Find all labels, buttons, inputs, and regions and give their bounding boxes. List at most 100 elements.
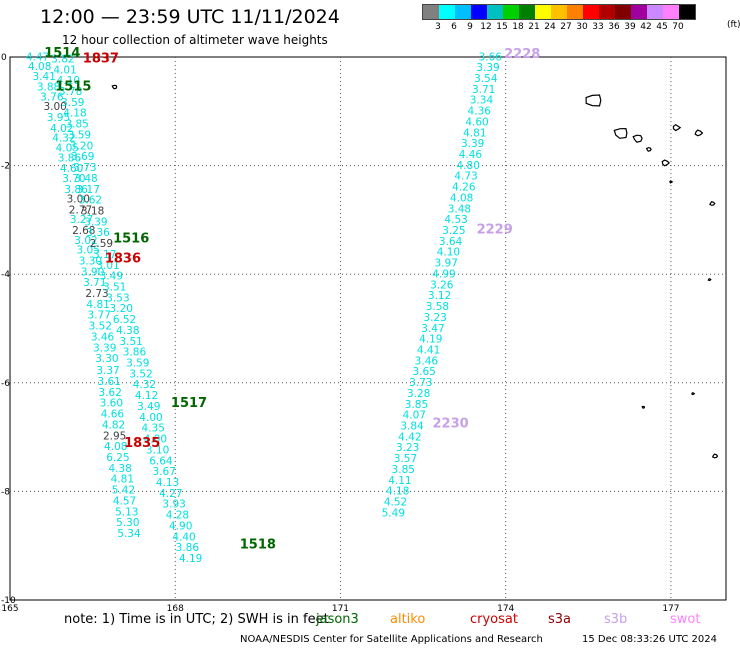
swh-value: 3.12 (428, 290, 451, 302)
swh-value: 4.01 (53, 64, 76, 76)
legend-swatch (503, 5, 519, 19)
swh-value: 3.00 (67, 194, 90, 206)
swh-value: 3.48 (74, 173, 97, 185)
swh-value: 3.53 (106, 292, 129, 304)
legend-swatch (551, 5, 567, 19)
swh-value: 3.97 (435, 258, 458, 270)
swh-value: 6.25 (106, 452, 129, 464)
swh-value: 4.08 (450, 192, 473, 204)
swh-value: 3.52 (129, 368, 152, 380)
lat-tick-label: -4 (1, 270, 10, 280)
swh-value: 3.78 (59, 86, 82, 98)
swh-value: 3.88 (37, 82, 60, 94)
swh-value: 3.30 (79, 255, 102, 267)
swh-value: 4.28 (166, 510, 189, 522)
swh-value: 3.65 (412, 366, 435, 378)
swh-value: 4.05 (56, 142, 79, 154)
island-outline (641, 405, 646, 409)
swh-value: 3.58 (426, 301, 449, 313)
swh-value: 3.10 (146, 444, 169, 456)
swh-value: 3.85 (405, 399, 428, 411)
swh-value: 3.62 (99, 387, 122, 399)
map-title: 12:00 — 23:59 UTC 11/11/2024 (40, 6, 340, 28)
map-subtitle: 12 hour collection of altimeter wave hei… (62, 33, 328, 47)
legend-label: 33 (592, 22, 604, 32)
swh-value: 3.01 (96, 260, 119, 272)
legend-label: 27 (560, 22, 572, 32)
swh-value: 3.46 (91, 331, 115, 343)
swh-value: 3.20 (110, 303, 133, 315)
swh-value: 3.71 (83, 277, 106, 289)
mission-jason3: jason3 (316, 612, 359, 627)
color-legend: 3 6 9 12 15 18 21 24 27 30 33 36 39 42 45 70 (ft) (422, 4, 740, 34)
swh-value: 3.37 (96, 365, 119, 377)
lon-tick-label: 165 (1, 604, 18, 614)
swh-value: 4.73 (454, 171, 477, 183)
swh-value: 2.77 (69, 204, 92, 216)
legend-label: 70 (672, 22, 684, 32)
lat-tick-label: -8 (1, 487, 10, 497)
pass-labels: 1514 1837 1515 1516 1836 1517 1835 1518 2228 2229… (44, 46, 540, 552)
swh-value: 3.59 (68, 129, 91, 141)
pass-label: 2229 (477, 222, 513, 237)
swh-value: 2.59 (90, 238, 113, 250)
swh-value: 3.51 (103, 281, 126, 293)
swh-value: 3.17 (77, 184, 100, 196)
swh-value: 3.05 (77, 245, 100, 257)
swh-value: 4.81 (463, 127, 486, 139)
swh-value: 4.46 (459, 149, 483, 161)
legend-labels: 3 6 9 12 15 18 21 24 27 30 33 36 39 42 45 70 (422, 20, 696, 34)
swh-value: 3.59 (61, 97, 84, 109)
legend-label: 36 (608, 22, 620, 32)
swh-value: 3.49 (137, 401, 160, 413)
swh-value: 6.64 (149, 455, 173, 467)
swh-value: 3.71 (472, 84, 495, 96)
swh-value: 3.39 (84, 216, 107, 228)
swh-value: 4.99 (432, 268, 455, 280)
swh-value: 3.26 (430, 279, 454, 291)
legend-swatch (663, 5, 679, 19)
legend-label: 30 (576, 22, 588, 32)
island-outline (711, 453, 719, 459)
track-values: 4.474.083.413.883.763.003.954.024.324.05… (26, 51, 502, 565)
swh-value: 4.26 (452, 182, 476, 194)
swh-value: 4.81 (111, 474, 134, 486)
swh-value: 3.25 (442, 225, 465, 237)
legend-label: 9 (467, 22, 473, 32)
swh-value: 4.42 (398, 431, 421, 443)
legend-label: 18 (512, 22, 524, 32)
lon-tick-label: 174 (497, 604, 514, 614)
swh-value: 3.30 (95, 353, 118, 365)
swh-value: 3.23 (396, 442, 419, 454)
swh-value: 3.86 (64, 184, 88, 196)
pass-label: 2228 (504, 47, 540, 62)
grid-layer (10, 57, 726, 600)
swh-value: 3.85 (392, 464, 415, 476)
swh-value: 3.39 (476, 62, 499, 74)
legend-label: 12 (480, 22, 492, 32)
swh-value: 3.59 (126, 358, 149, 370)
swh-value: 4.81 (86, 299, 109, 311)
legend-swatch (583, 5, 599, 19)
swh-value: 3.52 (89, 321, 112, 333)
legend-unit: (ft) (727, 20, 740, 30)
island-outline (691, 391, 696, 396)
legend-swatch (631, 5, 647, 19)
swh-value: 4.08 (104, 441, 127, 453)
swh-value: 3.28 (407, 388, 430, 400)
swh-value: 3.49 (100, 271, 123, 283)
pass-label: 1516 (113, 232, 149, 247)
swh-value: 4.57 (113, 495, 136, 507)
legend-label: 21 (528, 22, 540, 32)
swh-value: 4.90 (169, 520, 192, 532)
swh-value: 5.49 (382, 507, 405, 519)
swh-value: 4.13 (156, 477, 179, 489)
legend-label: 3 (435, 22, 441, 32)
swh-value: 3.95 (47, 112, 70, 124)
legend-swatch (487, 5, 503, 19)
swh-value: 3.76 (40, 91, 64, 103)
swh-value: 5.34 (117, 528, 141, 540)
island-outline (672, 123, 682, 132)
mission-s3b: s3b (604, 612, 628, 627)
